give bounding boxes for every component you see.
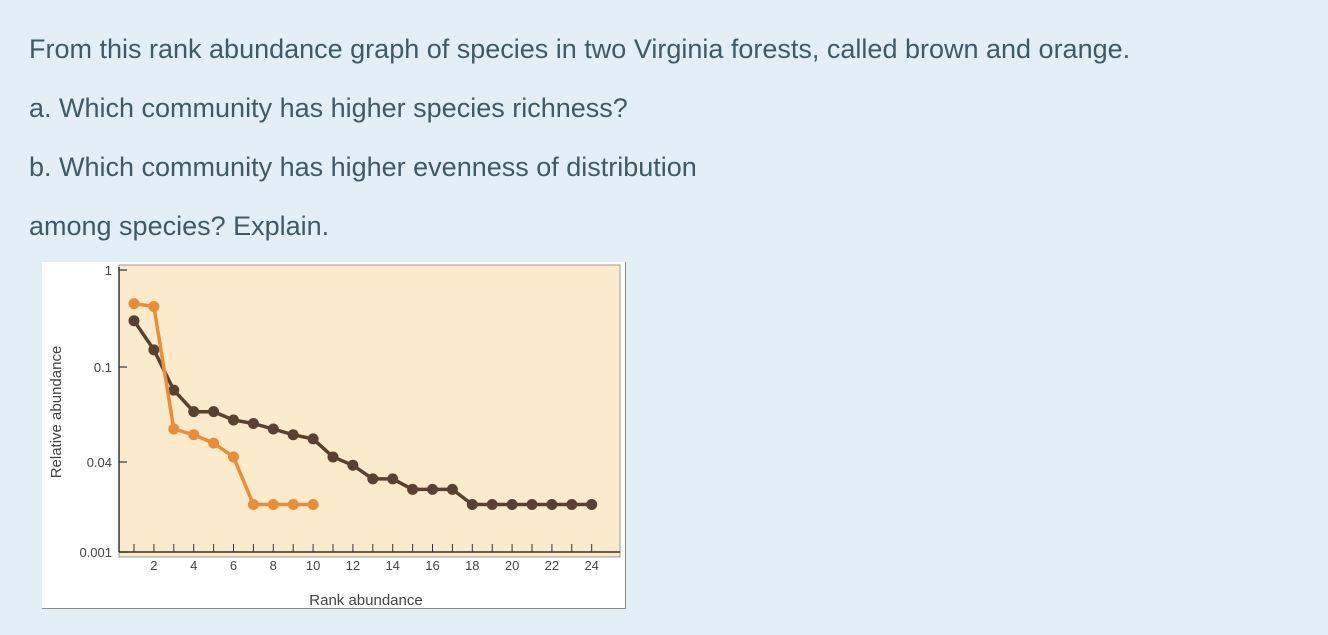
data-point xyxy=(148,301,160,313)
data-point xyxy=(486,499,498,511)
x-tick-label: 22 xyxy=(545,558,559,573)
data-point xyxy=(466,499,478,511)
x-tick-label: 18 xyxy=(465,558,479,573)
data-point xyxy=(168,423,180,435)
y-tick-label: 0.001 xyxy=(79,545,112,560)
data-point xyxy=(287,429,299,441)
data-point xyxy=(168,384,180,396)
y-tick-label: 1 xyxy=(105,263,112,278)
x-tick-label: 2 xyxy=(150,558,157,573)
x-tick-label: 8 xyxy=(270,558,277,573)
data-point xyxy=(247,499,259,511)
y-tick-label: 0.04 xyxy=(87,455,112,470)
series-layer xyxy=(128,298,598,511)
rank-abundance-figure: 1 0.1 0.04 0.001 2 4 6 8 10 12 14 16 18 20 22 24 Rank a… xyxy=(42,262,626,609)
data-point xyxy=(347,459,359,471)
data-point xyxy=(148,344,160,356)
data-point xyxy=(566,499,578,511)
data-point xyxy=(128,315,140,327)
data-point xyxy=(267,423,279,435)
question-part-a: a. Which community has higher species ri… xyxy=(29,93,628,123)
data-point xyxy=(228,414,239,426)
data-point xyxy=(407,483,419,495)
question-part-b: b. Which community has higher evenness o… xyxy=(29,152,697,182)
series-line-1 xyxy=(133,301,314,507)
x-tick-label: 4 xyxy=(190,558,197,573)
data-point xyxy=(546,499,558,511)
x-tick-label: 16 xyxy=(425,558,439,573)
data-point xyxy=(427,483,438,495)
y-tick-label: 0.1 xyxy=(94,360,112,375)
data-point xyxy=(208,437,220,449)
question-part-b-continued: among species? Explain. xyxy=(29,211,330,241)
data-point xyxy=(387,473,399,485)
data-point xyxy=(128,298,140,310)
data-point xyxy=(188,429,200,441)
data-point xyxy=(586,499,598,511)
x-tick-label: 24 xyxy=(584,558,598,573)
data-point xyxy=(188,406,200,418)
x-tick-label: 10 xyxy=(306,558,320,573)
x-tick-label: 12 xyxy=(346,558,360,573)
data-point xyxy=(327,451,339,463)
data-point xyxy=(307,499,319,511)
data-point xyxy=(247,417,259,429)
data-point xyxy=(228,451,239,463)
x-tick-label: 14 xyxy=(385,558,399,573)
x-axis-label: Rank abundance xyxy=(309,592,422,608)
x-tick-label: 20 xyxy=(505,558,519,573)
data-point xyxy=(267,499,279,511)
data-point xyxy=(367,473,379,485)
question-intro: From this rank abundance graph of specie… xyxy=(29,34,1131,64)
data-point xyxy=(307,433,319,445)
data-point xyxy=(287,499,299,511)
y-axis-label: Relative abundance xyxy=(48,346,65,479)
x-tick-label: 6 xyxy=(230,558,237,573)
data-point xyxy=(446,483,458,495)
data-point xyxy=(506,499,518,511)
data-point xyxy=(208,406,220,418)
data-point xyxy=(526,499,538,511)
